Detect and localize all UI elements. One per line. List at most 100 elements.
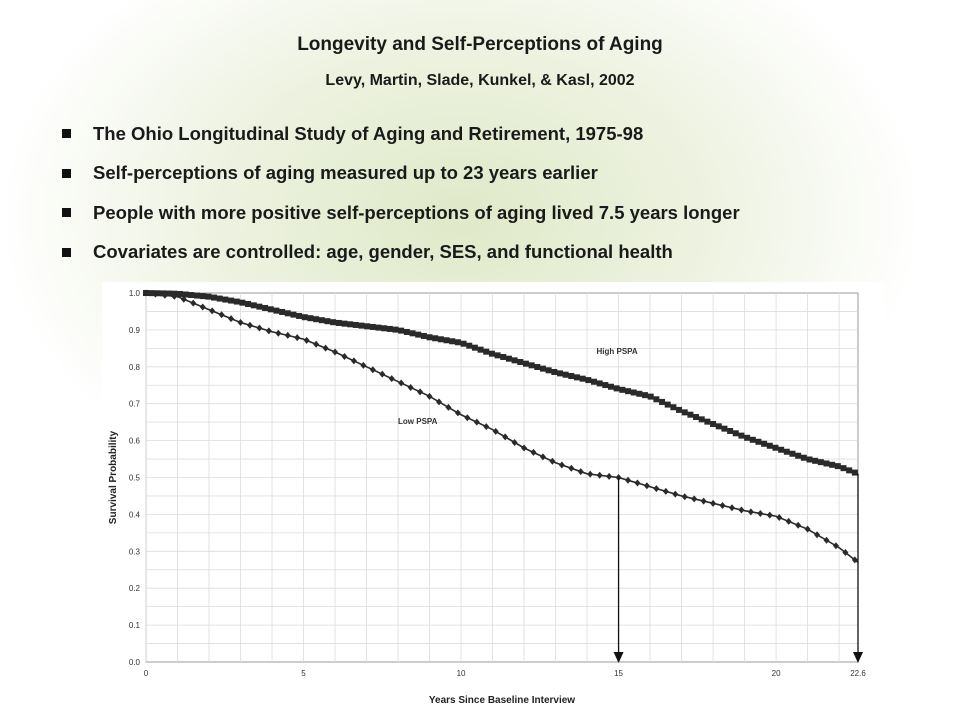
survival-chart-svg: 0.0 0.1 0.2 0.3 0.4 0.5 0.6 0.7 0.8 0.9 1.0 0 5 10 15 2… — [108, 289, 866, 706]
data-point-high-pspa — [284, 310, 291, 317]
y-tick-label: 0.5 — [129, 474, 141, 483]
data-point-high-pspa — [222, 296, 229, 303]
data-point-low-pspa — [313, 340, 320, 348]
data-point-low-pspa — [691, 495, 698, 503]
data-point-low-pspa — [237, 319, 244, 327]
data-point-high-pspa — [267, 306, 274, 313]
data-point-high-pspa — [630, 389, 637, 396]
data-point-low-pspa — [823, 536, 830, 544]
y-tick-label: 0.6 — [129, 437, 141, 446]
data-point-high-pspa — [477, 346, 484, 353]
data-point-low-pspa — [246, 321, 253, 329]
data-point-high-pspa — [755, 438, 762, 445]
data-point-high-pspa — [369, 323, 376, 330]
arrow-head-icon — [853, 652, 863, 663]
y-tick-label: 0.4 — [129, 510, 141, 519]
data-point-high-pspa — [211, 294, 218, 301]
data-point-high-pspa — [177, 290, 184, 297]
y-tick-label: 0.9 — [129, 326, 141, 335]
bullet-text: Self-perceptions of aging measured up to… — [93, 162, 598, 184]
data-point-low-pspa — [388, 375, 395, 383]
data-point-high-pspa — [642, 392, 649, 399]
data-point-low-pspa — [719, 502, 726, 510]
data-point-high-pspa — [290, 311, 297, 318]
data-point-high-pspa — [812, 457, 819, 464]
data-point-low-pspa — [369, 366, 376, 374]
data-point-high-pspa — [471, 344, 478, 351]
data-point-high-pspa — [160, 290, 167, 297]
data-point-high-pspa — [636, 390, 643, 397]
data-point-high-pspa — [437, 336, 444, 343]
data-point-high-pspa — [545, 367, 552, 374]
survival-chart: 0.0 0.1 0.2 0.3 0.4 0.5 0.6 0.7 0.8 0.9 1.0 0 5 10 15 2… — [102, 282, 884, 712]
data-point-low-pspa — [681, 493, 688, 501]
data-point-high-pspa — [454, 339, 461, 346]
data-point-high-pspa — [216, 295, 223, 302]
data-point-high-pspa — [420, 332, 427, 339]
data-point-high-pspa — [704, 418, 711, 425]
data-point-low-pspa — [643, 482, 650, 490]
data-point-low-pspa — [785, 517, 792, 525]
data-point-low-pspa — [539, 453, 546, 461]
data-point-high-pspa — [341, 320, 348, 327]
data-point-high-pspa — [250, 302, 257, 309]
data-point-high-pspa — [556, 370, 563, 377]
data-point-low-pspa — [832, 542, 839, 550]
data-point-high-pspa — [710, 420, 717, 427]
data-point-low-pspa — [265, 327, 272, 335]
data-point-low-pspa — [710, 499, 717, 507]
data-point-low-pspa — [435, 398, 442, 406]
x-tick-label: 10 — [457, 669, 466, 678]
data-point-high-pspa — [364, 323, 371, 330]
data-point-high-pspa — [245, 300, 252, 307]
data-point-high-pspa — [715, 423, 722, 430]
data-point-low-pspa — [804, 525, 811, 533]
arrow-head-icon — [613, 652, 624, 663]
bullet-item: Self-perceptions of aging measured up to… — [62, 154, 740, 194]
y-axis-label: Survival Probability — [108, 430, 119, 524]
data-point-high-pspa — [664, 401, 671, 408]
data-point-high-pspa — [721, 425, 728, 432]
data-point-high-pspa — [398, 327, 405, 334]
data-point-low-pspa — [379, 370, 386, 378]
data-point-high-pspa — [806, 456, 813, 463]
data-point-high-pspa — [670, 404, 677, 411]
data-point-high-pspa — [386, 325, 393, 332]
data-point-high-pspa — [165, 290, 172, 297]
data-point-high-pspa — [562, 371, 569, 378]
data-point-low-pspa — [161, 291, 168, 299]
data-point-high-pspa — [687, 411, 694, 418]
x-tick-label: 5 — [301, 669, 306, 678]
data-point-high-pspa — [324, 318, 331, 325]
slide-subtitle: Levy, Martin, Slade, Kunkel, & Kasl, 200… — [325, 72, 635, 89]
data-point-high-pspa — [449, 338, 456, 345]
data-point-low-pspa — [445, 403, 452, 411]
data-point-low-pspa — [152, 290, 159, 298]
bullet-square-icon — [62, 208, 71, 218]
data-point-low-pspa — [795, 521, 802, 529]
data-point-low-pspa — [776, 514, 783, 522]
data-point-high-pspa — [795, 452, 802, 459]
data-point-high-pspa — [262, 304, 269, 311]
data-point-low-pspa — [143, 289, 149, 297]
data-point-low-pspa — [577, 468, 584, 476]
bullet-item: The Ohio Longitudinal Study of Aging and… — [62, 114, 740, 154]
data-point-high-pspa — [568, 373, 575, 380]
data-point-high-pspa — [483, 348, 490, 355]
data-point-low-pspa — [511, 438, 518, 446]
data-point-low-pspa — [256, 324, 263, 332]
data-point-low-pspa — [662, 487, 669, 495]
data-point-low-pspa — [549, 457, 556, 465]
data-point-high-pspa — [823, 460, 830, 467]
data-point-low-pspa — [341, 352, 348, 360]
data-point-high-pspa — [318, 317, 325, 324]
data-point-high-pspa — [817, 459, 824, 466]
data-point-high-pspa — [199, 293, 206, 300]
data-point-high-pspa — [727, 427, 734, 434]
data-point-low-pspa — [398, 379, 405, 387]
data-point-high-pspa — [653, 396, 660, 403]
data-point-low-pspa — [190, 299, 197, 307]
data-point-low-pspa — [275, 329, 282, 337]
y-tick-label: 1.0 — [129, 289, 141, 298]
data-point-high-pspa — [602, 382, 609, 389]
